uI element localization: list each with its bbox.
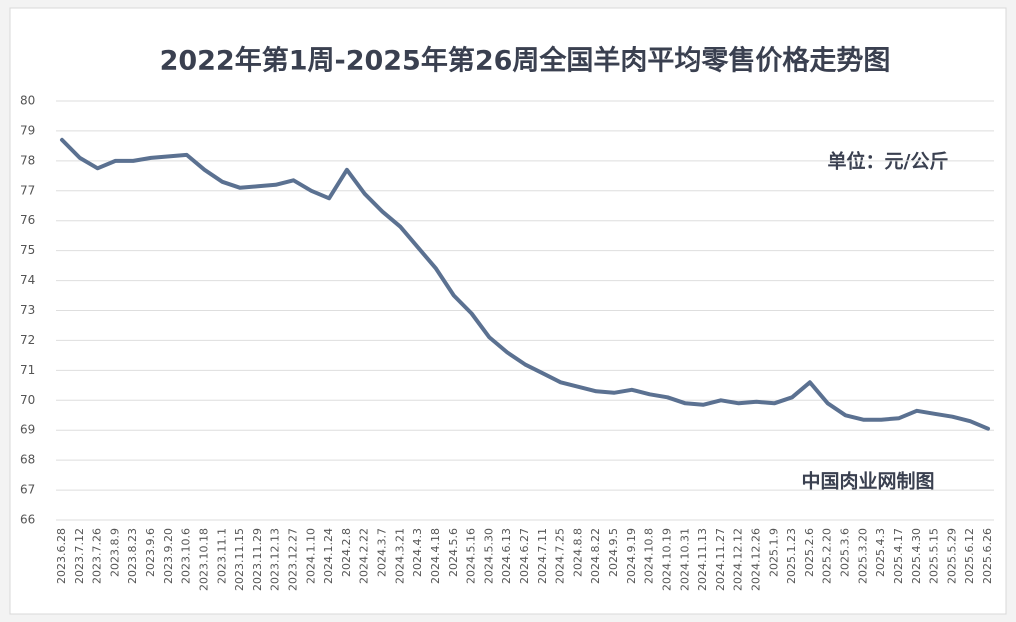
x-tick-label: 2024.12.26 [750,528,763,591]
x-tick-label: 2023.8.23 [126,528,139,584]
x-tick-label: 2024.12.12 [732,528,745,591]
x-tick-label: 2024.1.10 [304,528,317,584]
x-tick-label: 2024.6.13 [500,528,513,584]
x-tick-label: 2023.6.28 [55,528,68,584]
x-tick-label: 2025.3.6 [839,528,852,577]
x-tick-label: 2024.10.8 [643,528,656,584]
x-tick-label: 2024.3.7 [376,528,389,577]
x-tick-label: 2023.12.13 [269,528,282,591]
x-tick-label: 2023.11.15 [233,528,246,591]
x-tick-label: 2024.7.25 [554,528,567,584]
y-tick-label: 72 [20,333,35,347]
x-tick-label: 2025.1.23 [785,528,798,584]
x-tick-label: 2025.2.20 [821,528,834,584]
x-tick-label: 2024.8.22 [589,528,602,584]
x-tick-label: 2023.9.20 [162,528,175,584]
x-tick-label: 2025.1.9 [767,528,780,577]
x-tick-label: 2023.11.1 [215,528,228,584]
chart-title: 2022年第1周-2025年第26周全国羊肉平均零售价格走势图 [160,45,891,77]
y-tick-label: 66 [20,513,35,527]
x-tick-label: 2024.3.21 [393,528,406,584]
x-tick-label: 2023.11.29 [251,528,264,591]
y-tick-label: 71 [20,363,35,377]
x-tick-label: 2023.8.9 [108,528,121,577]
x-tick-label: 2024.5.16 [465,528,478,584]
x-tick-label: 2025.3.20 [856,528,869,584]
x-tick-label: 2024.4.3 [411,528,424,577]
x-tick-label: 2023.10.18 [197,528,210,591]
y-tick-label: 77 [20,183,35,197]
x-tick-label: 2023.12.27 [287,528,300,591]
price-line [60,137,990,431]
source-note: 中国肉业网制图 [801,470,934,493]
y-tick-label: 75 [20,243,35,257]
x-tick-label: 2023.7.12 [73,528,86,584]
x-tick-label: 2024.5.30 [482,528,495,584]
y-tick-label: 67 [20,483,35,497]
x-tick-label: 2024.1.24 [322,528,335,584]
y-tick-label: 78 [20,153,35,167]
x-tick-label: 2025.6.12 [963,528,976,584]
x-tick-label: 2023.9.6 [144,528,157,577]
x-tick-label: 2024.9.5 [607,528,620,577]
x-tick-label: 2024.7.11 [536,528,549,584]
y-tick-label: 73 [20,303,35,317]
x-tick-label: 2025.4.30 [910,528,923,584]
x-tick-label: 2024.11.27 [714,528,727,591]
x-tick-label: 2024.2.8 [340,528,353,577]
x-tick-label: 2025.6.26 [981,528,994,584]
x-tick-label: 2024.9.19 [625,528,638,584]
x-tick-label: 2024.10.19 [660,528,673,591]
x-tick-label: 2024.8.8 [571,528,584,577]
x-tick-label: 2024.5.6 [447,528,460,577]
x-tick-label: 2025.4.3 [874,528,887,577]
y-tick-label: 69 [20,423,35,437]
y-tick-label: 74 [20,273,35,287]
x-tick-label: 2025.2.6 [803,528,816,577]
x-tick-label: 2024.6.27 [518,528,531,584]
x-tick-label: 2024.4.18 [429,528,442,584]
y-tick-label: 80 [20,94,35,108]
y-tick-label: 68 [20,453,35,467]
x-tick-label: 2025.5.15 [928,528,941,584]
y-tick-label: 79 [20,123,35,137]
y-tick-label: 70 [20,393,35,407]
x-tick-label: 2024.10.31 [678,528,691,591]
x-tick-label: 2023.7.26 [91,528,104,584]
x-tick-label: 2025.5.29 [945,528,958,584]
x-tick-label: 2024.2.22 [358,528,371,584]
x-tick-label: 2025.4.17 [892,528,905,584]
x-tick-label: 2024.11.13 [696,528,709,591]
x-tick-label: 2023.10.6 [180,528,193,584]
y-tick-label: 76 [20,213,35,227]
